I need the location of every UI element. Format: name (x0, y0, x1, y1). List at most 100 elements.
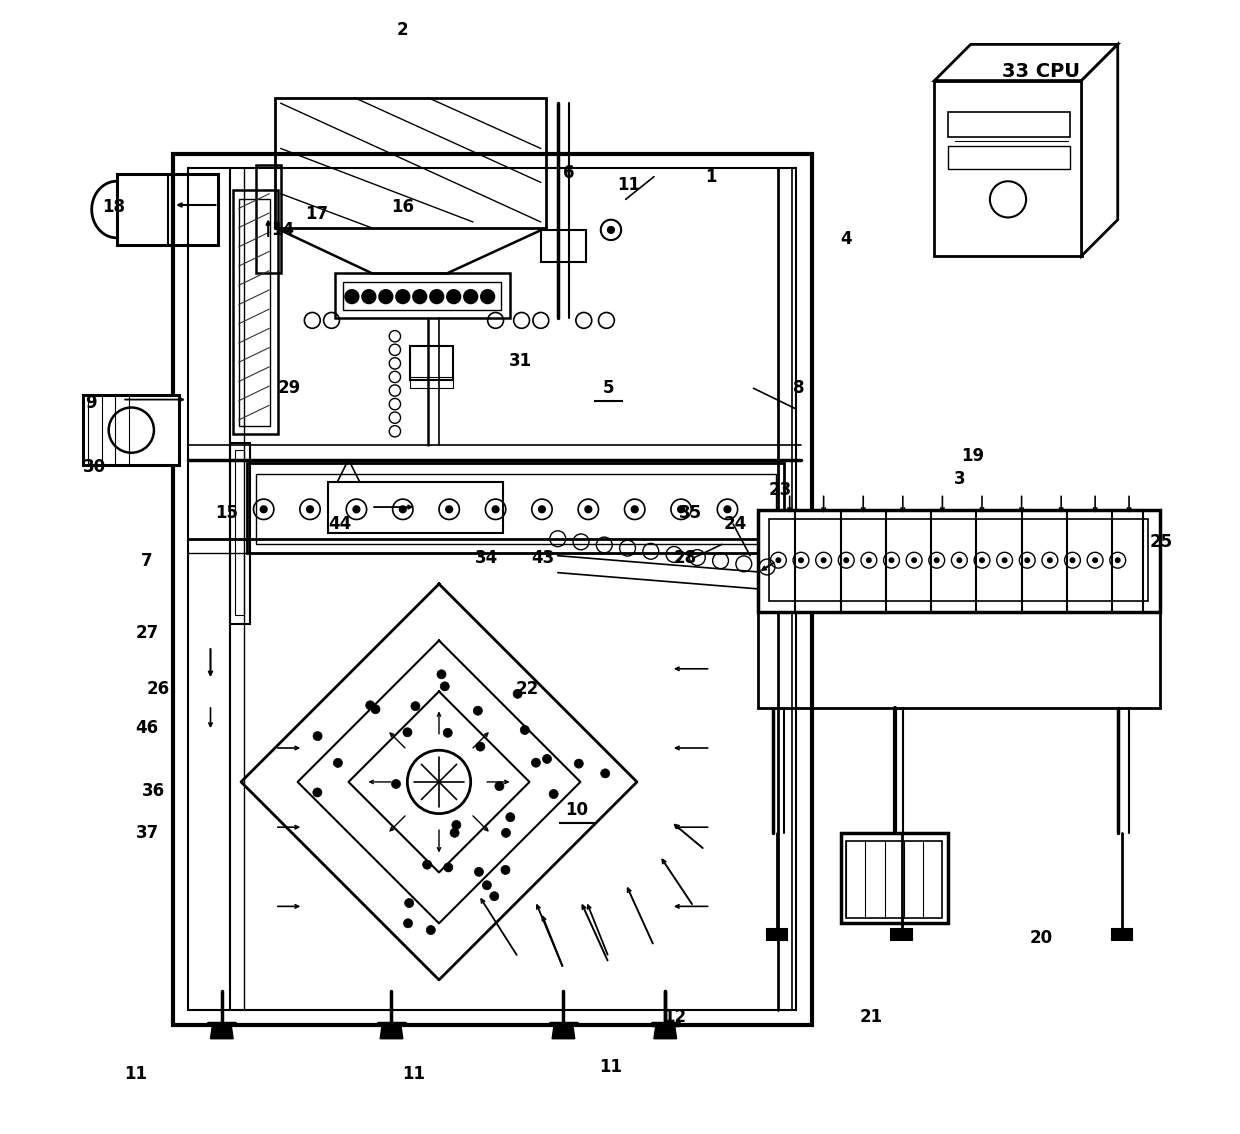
Bar (846, 840, 942, 917)
Bar (758, 612, 1159, 709)
Circle shape (501, 865, 510, 874)
Bar (409, 346, 453, 380)
Circle shape (423, 860, 432, 869)
Circle shape (492, 506, 498, 513)
Circle shape (543, 754, 552, 763)
Circle shape (980, 558, 985, 562)
Text: 2: 2 (397, 20, 409, 39)
Circle shape (379, 290, 393, 304)
Text: 18: 18 (102, 198, 125, 217)
Circle shape (450, 828, 459, 837)
Circle shape (867, 558, 872, 562)
Text: 20: 20 (1029, 929, 1053, 947)
Text: 23: 23 (769, 481, 792, 499)
Bar (275, 98, 547, 228)
Text: 34: 34 (475, 549, 498, 567)
Circle shape (403, 919, 413, 928)
Circle shape (353, 506, 360, 513)
Circle shape (427, 925, 435, 934)
Text: 10: 10 (565, 802, 589, 819)
Text: 27: 27 (135, 624, 159, 642)
Text: 11: 11 (403, 1065, 425, 1083)
Text: 11: 11 (599, 1058, 622, 1076)
Text: 5: 5 (603, 379, 615, 397)
Polygon shape (211, 1023, 233, 1039)
Circle shape (532, 759, 541, 768)
Circle shape (889, 558, 894, 562)
Bar (117, 175, 218, 245)
Text: 43: 43 (532, 549, 554, 567)
Bar (769, 519, 1148, 601)
Text: 7: 7 (141, 552, 153, 570)
Circle shape (935, 558, 939, 562)
Bar (949, 146, 1070, 169)
Circle shape (312, 731, 322, 741)
Circle shape (440, 682, 449, 691)
Text: 1: 1 (704, 168, 717, 186)
Circle shape (430, 290, 444, 304)
Bar (841, 832, 949, 923)
Circle shape (608, 227, 614, 234)
Circle shape (403, 728, 412, 737)
Circle shape (481, 290, 495, 304)
Bar (255, 474, 776, 544)
Bar (758, 510, 1159, 612)
Circle shape (306, 506, 314, 513)
Circle shape (362, 290, 376, 304)
Circle shape (260, 506, 267, 513)
Circle shape (1070, 558, 1075, 562)
Text: 17: 17 (305, 205, 329, 223)
Text: 37: 37 (135, 823, 159, 841)
Circle shape (334, 759, 342, 768)
Circle shape (371, 704, 379, 713)
Circle shape (490, 891, 498, 900)
Circle shape (443, 728, 453, 737)
Circle shape (495, 781, 503, 790)
Circle shape (413, 290, 427, 304)
Circle shape (549, 789, 558, 798)
Text: 12: 12 (662, 1008, 686, 1026)
Circle shape (506, 813, 515, 822)
Circle shape (1002, 558, 1007, 562)
Circle shape (724, 506, 730, 513)
Circle shape (521, 726, 529, 735)
Circle shape (444, 863, 453, 872)
Circle shape (482, 881, 491, 890)
Bar (255, 166, 280, 273)
Circle shape (464, 290, 477, 304)
Text: 6: 6 (563, 164, 575, 183)
Bar (233, 191, 278, 433)
Circle shape (1025, 558, 1029, 562)
Circle shape (476, 742, 485, 751)
Text: 11: 11 (124, 1065, 148, 1083)
Circle shape (392, 779, 401, 788)
Circle shape (475, 868, 484, 877)
Text: 29: 29 (278, 379, 301, 397)
Circle shape (631, 506, 639, 513)
Polygon shape (935, 44, 1117, 81)
Circle shape (574, 759, 583, 768)
Text: 33 CPU: 33 CPU (1002, 62, 1080, 81)
Text: 31: 31 (508, 353, 532, 370)
Text: 3: 3 (954, 469, 965, 488)
Circle shape (799, 558, 804, 562)
Circle shape (345, 290, 358, 304)
Text: 8: 8 (794, 379, 805, 397)
Circle shape (312, 788, 322, 797)
Text: 9: 9 (84, 393, 97, 412)
Text: 28: 28 (675, 549, 697, 567)
Polygon shape (381, 1023, 403, 1039)
Bar (188, 168, 796, 1010)
Circle shape (678, 506, 684, 513)
Circle shape (911, 558, 916, 562)
Circle shape (844, 558, 848, 562)
Text: 24: 24 (724, 515, 746, 533)
Circle shape (451, 820, 461, 829)
Circle shape (585, 506, 591, 513)
Text: 15: 15 (215, 503, 238, 522)
Bar (247, 463, 784, 553)
Text: 25: 25 (1149, 533, 1172, 551)
Circle shape (513, 689, 522, 699)
Text: 11: 11 (618, 176, 641, 194)
Bar (236, 450, 244, 615)
